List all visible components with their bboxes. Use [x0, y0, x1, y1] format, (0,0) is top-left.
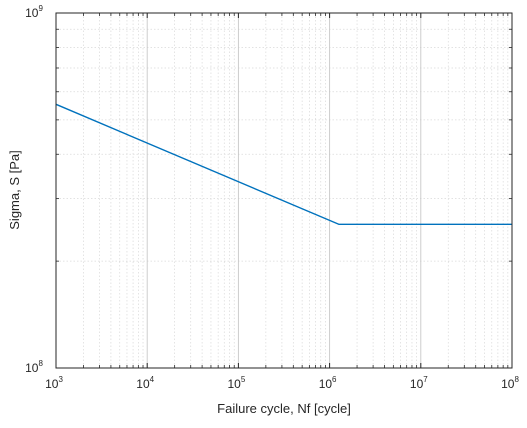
- x-tick-exponent: 5: [241, 375, 246, 384]
- y-tick-exponent: 9: [38, 4, 43, 13]
- x-tick-exponent: 4: [150, 375, 155, 384]
- x-axis-label: Failure cycle, Nf [cycle]: [217, 401, 351, 416]
- plot-frame: [55, 12, 513, 369]
- y-axis-label: Sigma, S [Pa]: [7, 150, 22, 229]
- plot-background: [56, 13, 512, 368]
- y-tick-label: 108: [25, 359, 43, 375]
- y-tick-exponent: 8: [38, 359, 43, 368]
- x-tick-label: 107: [410, 375, 428, 391]
- x-tick-label: 108: [501, 375, 519, 391]
- x-tick-label: 105: [227, 375, 245, 391]
- x-tick-label: 103: [45, 375, 63, 391]
- x-tick-exponent: 7: [423, 375, 428, 384]
- x-tick-labels: 103 104 105 106 107 108: [45, 375, 519, 391]
- y-tick-label: 109: [25, 4, 43, 20]
- y-tick-labels: 108 109: [25, 4, 43, 375]
- major-grid: [146, 13, 422, 368]
- x-tick-exponent: 3: [58, 375, 63, 384]
- series-layer: [55, 103, 512, 225]
- series-line: [55, 103, 512, 225]
- x-tick-label: 104: [136, 375, 154, 391]
- x-tick-exponent: 8: [514, 375, 519, 384]
- x-tick-exponent: 6: [332, 375, 337, 384]
- x-tick-label: 106: [319, 375, 337, 391]
- minor-grid: [56, 13, 512, 368]
